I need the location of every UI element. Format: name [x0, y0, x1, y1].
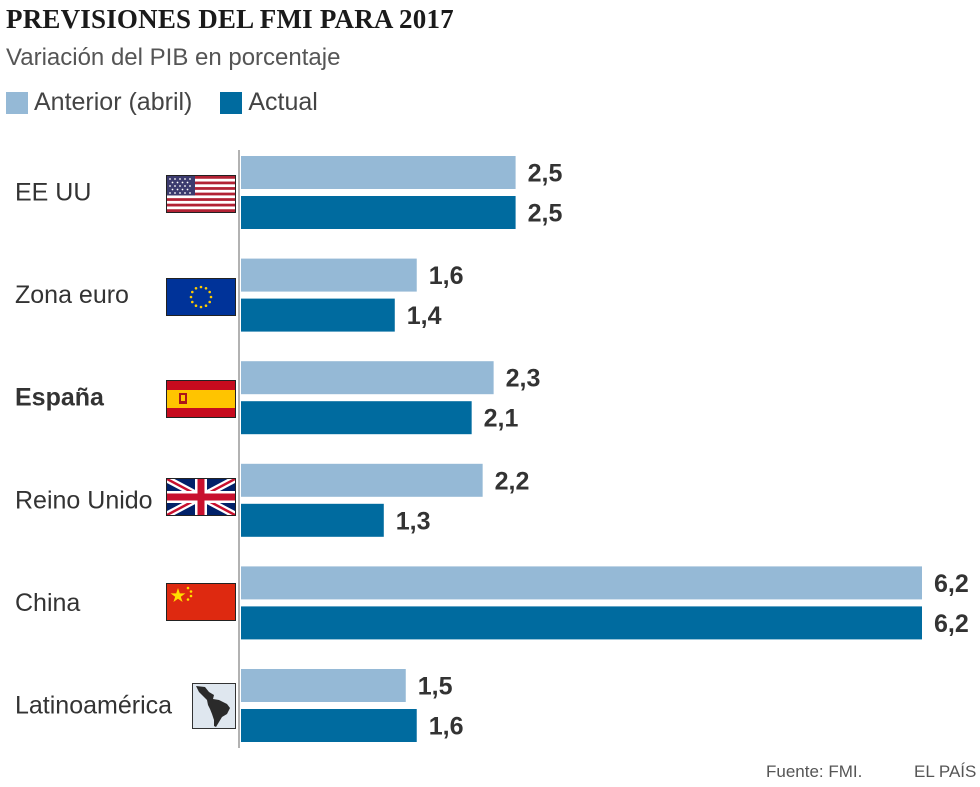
bar-espana-actual [241, 401, 472, 435]
category-label-china: China [15, 589, 80, 617]
bar-zona-euro-anterior [241, 258, 417, 292]
spain-flag-icon [167, 381, 235, 417]
chart-subtitle: Variación del PIB en porcentaje [6, 44, 341, 71]
category-label-zona-euro: Zona euro [15, 281, 129, 309]
bar-china-anterior [241, 566, 922, 600]
legend: Anterior (abril) Actual [6, 88, 346, 117]
legend-item-anterior: Anterior (abril) [6, 88, 192, 117]
value-label-latinoamerica-actual: 1,6 [429, 713, 464, 741]
bar-reino-unido-actual [241, 503, 384, 537]
legend-label-anterior: Anterior (abril) [34, 88, 193, 116]
bar-espana-anterior [241, 361, 494, 395]
us-flag-icon [167, 176, 235, 212]
value-label-ee-uu-anterior: 2,5 [528, 160, 563, 188]
chart-title: PREVISIONES DEL FMI PARA 2017 [6, 4, 454, 34]
brand-label: EL PAÍS [914, 762, 977, 781]
value-label-reino-unido-actual: 1,3 [396, 507, 431, 535]
category-label-espana: España [15, 384, 105, 412]
value-label-zona-euro-anterior: 1,6 [429, 262, 464, 290]
bar-ee-uu-actual [241, 196, 516, 229]
bar-latinoamerica-anterior [241, 669, 406, 702]
eu-flag-icon [167, 279, 235, 315]
legend-swatch-anterior [6, 91, 28, 114]
uk-flag-icon [167, 479, 235, 515]
category-label-latinoamerica: Latinoamérica [15, 692, 172, 720]
latin-america-map-icon [192, 683, 236, 729]
legend-label-actual: Actual [248, 88, 318, 116]
value-label-ee-uu-actual: 2,5 [528, 200, 563, 228]
bar-china-actual [241, 606, 922, 640]
bar-zona-euro-actual [241, 298, 395, 332]
value-label-reino-unido-anterior: 2,2 [495, 467, 530, 495]
category-label-ee-uu: EE UU [15, 179, 91, 207]
legend-item-actual: Actual [220, 88, 318, 117]
value-label-china-actual: 6,2 [934, 610, 969, 638]
value-label-espana-actual: 2,1 [484, 405, 519, 433]
china-flag-icon [167, 584, 235, 620]
bar-latinoamerica-actual [241, 709, 417, 742]
category-label-reino-unido: Reino Unido [15, 486, 153, 514]
legend-swatch-actual [220, 91, 243, 114]
value-label-china-anterior: 6,2 [934, 570, 969, 598]
bar-reino-unido-anterior [241, 463, 483, 497]
bar-ee-uu-anterior [241, 156, 516, 189]
value-label-latinoamerica-anterior: 1,5 [418, 673, 453, 701]
value-label-espana-anterior: 2,3 [506, 365, 541, 393]
value-label-zona-euro-actual: 1,4 [407, 302, 442, 330]
source-note: Fuente: FMI. [766, 762, 863, 781]
